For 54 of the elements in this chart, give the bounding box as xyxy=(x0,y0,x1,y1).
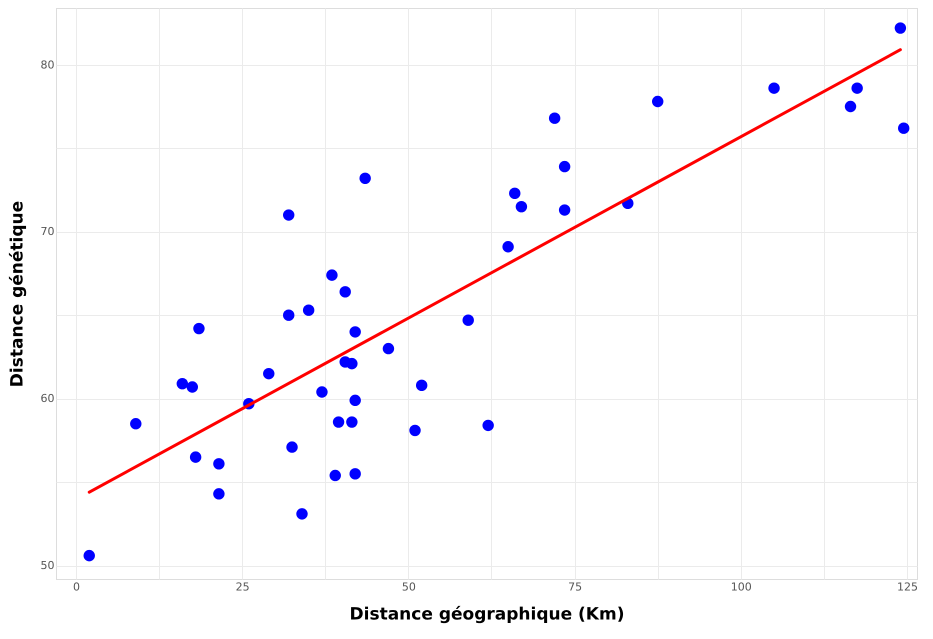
point xyxy=(382,342,394,354)
point xyxy=(340,286,351,298)
x-tick-label: 25 xyxy=(236,580,250,594)
y-axis-title: Distance génétique xyxy=(8,200,28,388)
point xyxy=(652,96,664,108)
point xyxy=(213,458,225,470)
point xyxy=(130,418,142,430)
point xyxy=(286,441,298,453)
point xyxy=(346,416,358,428)
x-tick-label: 100 xyxy=(730,580,752,594)
point xyxy=(330,470,341,482)
point xyxy=(193,322,205,334)
point xyxy=(416,380,428,392)
x-tick-label: 50 xyxy=(402,580,416,594)
point xyxy=(263,368,274,380)
point xyxy=(898,122,910,134)
point xyxy=(851,82,863,94)
x-axis-title: Distance géographique (Km) xyxy=(350,604,624,624)
y-tick-label: 70 xyxy=(40,225,54,238)
point xyxy=(326,269,338,281)
point xyxy=(213,488,225,500)
point xyxy=(516,200,528,212)
point xyxy=(186,381,198,393)
point xyxy=(462,314,474,326)
y-tick-label: 60 xyxy=(40,392,54,406)
point xyxy=(894,22,906,34)
point xyxy=(332,416,344,428)
point xyxy=(190,451,202,463)
point xyxy=(509,188,520,200)
y-tick-label: 80 xyxy=(40,58,54,72)
point xyxy=(349,468,361,480)
point xyxy=(844,100,856,112)
point xyxy=(768,82,780,94)
point xyxy=(558,204,570,216)
point xyxy=(283,310,294,321)
point xyxy=(346,358,358,370)
x-tick-label: 75 xyxy=(568,580,582,594)
point xyxy=(349,326,361,338)
y-tick-label: 50 xyxy=(40,559,54,572)
point xyxy=(409,424,421,436)
point xyxy=(84,550,95,562)
point xyxy=(296,508,308,520)
point xyxy=(316,386,328,398)
x-tick-label: 0 xyxy=(72,580,80,594)
point xyxy=(302,304,314,316)
point xyxy=(482,420,494,432)
point xyxy=(359,172,371,184)
point xyxy=(558,160,570,172)
point xyxy=(176,378,188,390)
point xyxy=(283,209,294,221)
point xyxy=(502,241,514,252)
point xyxy=(349,394,361,406)
x-tick-label: 125 xyxy=(897,580,918,594)
point xyxy=(548,112,560,124)
